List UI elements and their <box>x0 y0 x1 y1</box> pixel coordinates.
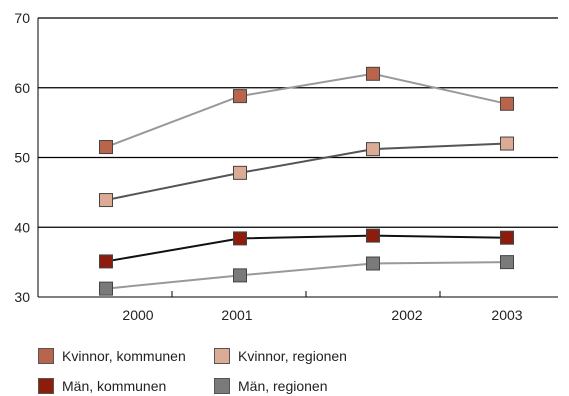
y-tick-label: 50 <box>14 150 30 166</box>
legend-label: Kvinnor, kommunen <box>62 348 186 364</box>
data-point <box>233 165 247 180</box>
legend-swatch <box>214 378 230 394</box>
data-point <box>500 96 514 111</box>
legend-item-kvinnor-regionen: Kvinnor, regionen <box>214 346 347 366</box>
data-point <box>500 255 514 270</box>
y-tick-label: 70 <box>14 10 30 26</box>
data-point <box>366 66 380 81</box>
data-point <box>99 254 113 269</box>
x-tick-label: 2002 <box>391 307 422 320</box>
legend-item-man-regionen: Män, regionen <box>214 376 328 396</box>
legend-label: Kvinnor, regionen <box>238 348 347 364</box>
series-line <box>105 72 508 148</box>
x-tick-label: 2000 <box>122 307 153 320</box>
legend: Kvinnor, kommunen Kvinnor, regionen Män,… <box>38 346 558 395</box>
legend-swatch <box>214 348 230 364</box>
y-tick-label: 40 <box>14 219 30 235</box>
data-point <box>233 231 247 246</box>
series-line <box>105 261 508 290</box>
data-point <box>500 230 514 245</box>
legend-swatch <box>38 378 54 394</box>
legend-label: Män, kommunen <box>62 378 167 394</box>
line-chart: 30 40 50 60 70 2000 2001 2002 2003 <box>14 10 558 320</box>
series-line <box>105 234 508 263</box>
legend-item-kvinnor-kommunen: Kvinnor, kommunen <box>38 346 186 366</box>
x-tick-label: 2003 <box>491 307 522 320</box>
x-tick-label: 2001 <box>221 307 252 320</box>
series-line <box>105 142 508 202</box>
y-tick-label: 60 <box>14 80 30 96</box>
data-point <box>366 256 380 271</box>
data-point <box>233 268 247 283</box>
data-point <box>99 281 113 296</box>
data-point <box>99 193 113 208</box>
legend-swatch <box>38 348 54 364</box>
y-tick-label: 30 <box>14 289 30 305</box>
data-point <box>366 228 380 243</box>
data-point <box>99 140 113 155</box>
legend-label: Män, regionen <box>238 378 328 394</box>
legend-item-man-kommunen: Män, kommunen <box>38 376 166 396</box>
data-point <box>366 142 380 157</box>
data-point <box>500 136 514 151</box>
data-point <box>233 89 247 104</box>
